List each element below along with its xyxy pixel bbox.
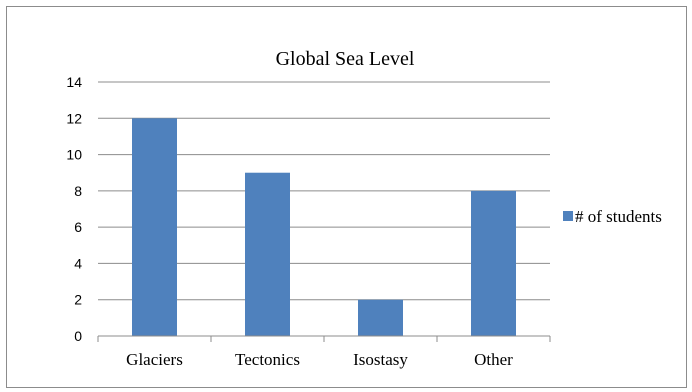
x-axis-ticks: Glaciers Tectonics Isostasy Other [126,350,513,369]
x-tick-label: Other [474,350,513,369]
y-tick-label: 2 [74,292,82,308]
x-tick-label: Glaciers [126,350,183,369]
chart-frame [6,6,687,388]
bars [132,118,516,337]
bar [471,190,516,336]
y-tick-label: 12 [66,110,82,126]
y-tick-label: 0 [74,328,82,344]
chart-title: Global Sea Level [276,48,415,70]
x-axis [97,335,551,342]
bar [132,118,177,337]
y-tick-label: 4 [74,255,82,271]
y-tick-label: 6 [74,219,82,235]
y-tick-label: 14 [66,74,82,90]
y-tick-label: 8 [74,183,82,199]
legend-label: # of students [575,207,662,226]
y-axis-ticks: 0 2 4 6 8 10 12 14 [66,74,82,344]
legend-swatch [563,211,573,221]
legend: # of students [563,207,662,226]
y-tick-label: 10 [66,147,82,163]
x-tick-label: Tectonics [235,350,300,369]
bar [358,299,403,336]
x-tick-label: Isostasy [353,350,408,369]
bar [245,172,290,336]
